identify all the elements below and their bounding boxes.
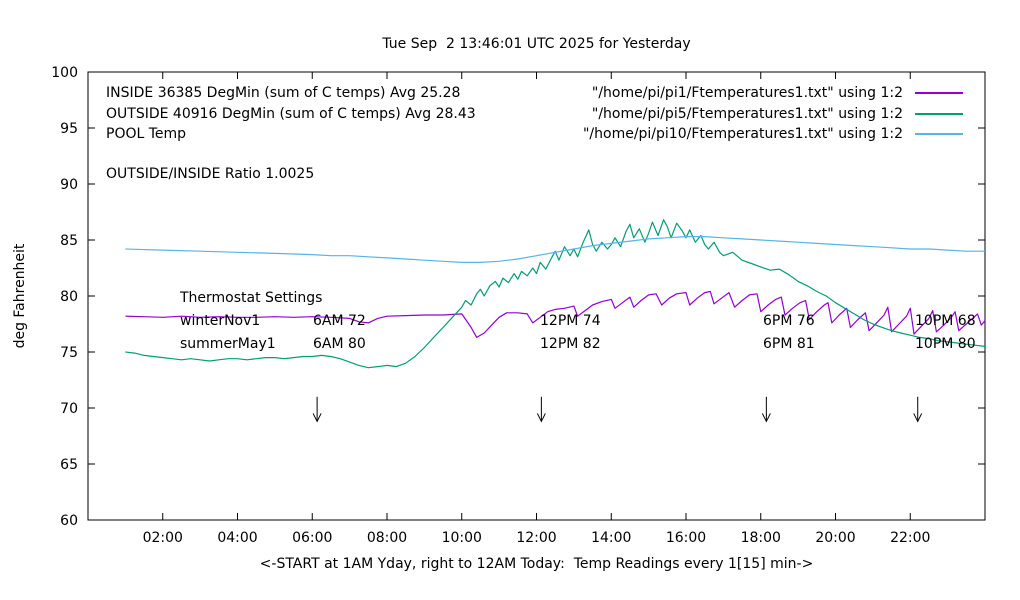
legend-outside-line-sample xyxy=(915,113,963,115)
outside-inside-ratio-text: OUTSIDE/INSIDE Ratio 1.0025 xyxy=(106,166,315,182)
x-tick-label: 16:00 xyxy=(666,530,706,546)
x-tick-label: 22:00 xyxy=(890,530,930,546)
time-arrow-head xyxy=(312,413,322,423)
thermostat-summer-10pm: 10PM 80 xyxy=(915,336,976,352)
thermostat-winter-6am: 6AM 72 xyxy=(313,313,366,329)
chart-title: Tue Sep 2 13:46:01 UTC 2025 for Yesterda… xyxy=(382,36,691,52)
time-arrow-head xyxy=(913,413,923,423)
legend-row-outside: OUTSIDE 40916 DegMin (sum of C temps) Av… xyxy=(106,105,963,123)
x-tick-label: 14:00 xyxy=(591,530,631,546)
thermostat-summer-6pm: 6PM 81 xyxy=(763,336,815,352)
legend-pool-file: "/home/pi/pi10/Ftemperatures1.txt" using… xyxy=(582,126,903,142)
x-tick-label: 02:00 xyxy=(143,530,183,546)
legend-inside-file: "/home/pi/pi1/Ftemperatures1.txt" using … xyxy=(591,85,903,101)
y-tick-label: 70 xyxy=(60,401,78,417)
y-tick-label: 90 xyxy=(60,177,78,193)
x-tick-label: 04:00 xyxy=(217,530,257,546)
x-tick-label: 06:00 xyxy=(292,530,332,546)
thermostat-summer-12pm: 12PM 82 xyxy=(540,336,601,352)
y-tick-label: 100 xyxy=(51,65,78,81)
y-tick-label: 60 xyxy=(60,513,78,529)
x-tick-label: 20:00 xyxy=(815,530,855,546)
thermostat-winter-12pm: 12PM 74 xyxy=(540,313,601,329)
legend-outside-label: OUTSIDE 40916 DegMin (sum of C temps) Av… xyxy=(106,106,476,122)
series-pool-line xyxy=(125,236,985,263)
y-tick-label: 75 xyxy=(60,345,78,361)
legend-pool-line-sample xyxy=(915,133,963,135)
thermostat-summer-6am: 6AM 80 xyxy=(313,336,366,352)
thermostat-settings-title: Thermostat Settings xyxy=(180,290,323,306)
legend-inside-label: INSIDE 36385 DegMin (sum of C temps) Avg… xyxy=(106,85,461,101)
legend-outside-file: "/home/pi/pi5/Ftemperatures1.txt" using … xyxy=(591,106,903,122)
x-axis-label: <-START at 1AM Yday, right to 12AM Today… xyxy=(259,556,814,572)
x-tick-label: 10:00 xyxy=(442,530,482,546)
thermostat-winter-10pm: 10PM 68 xyxy=(915,313,976,329)
thermostat-row-summer: summerMay1 6AM 80 12PM 82 6PM 81 10PM 80 xyxy=(0,336,1020,354)
y-tick-label: 65 xyxy=(60,457,78,473)
thermostat-summer-name: summerMay1 xyxy=(180,336,276,352)
thermostat-winter-name: winterNov1 xyxy=(180,313,261,329)
thermostat-winter-6pm: 6PM 76 xyxy=(763,313,815,329)
legend-row-pool: POOL Temp "/home/pi/pi10/Ftemperatures1.… xyxy=(106,125,963,143)
y-tick-label: 80 xyxy=(60,289,78,305)
x-tick-label: 18:00 xyxy=(741,530,781,546)
time-arrow-head xyxy=(761,413,771,423)
thermostat-row-winter: winterNov1 6AM 72 12PM 74 6PM 76 10PM 68 xyxy=(0,313,1020,331)
x-tick-label: 12:00 xyxy=(516,530,556,546)
y-tick-label: 85 xyxy=(60,233,78,249)
time-arrow-head xyxy=(536,413,546,423)
x-tick-label: 08:00 xyxy=(367,530,407,546)
legend-pool-label: POOL Temp xyxy=(106,126,187,142)
legend-inside-line-sample xyxy=(915,92,963,94)
legend-row-inside: INSIDE 36385 DegMin (sum of C temps) Avg… xyxy=(106,84,963,102)
y-tick-label: 95 xyxy=(60,121,78,137)
